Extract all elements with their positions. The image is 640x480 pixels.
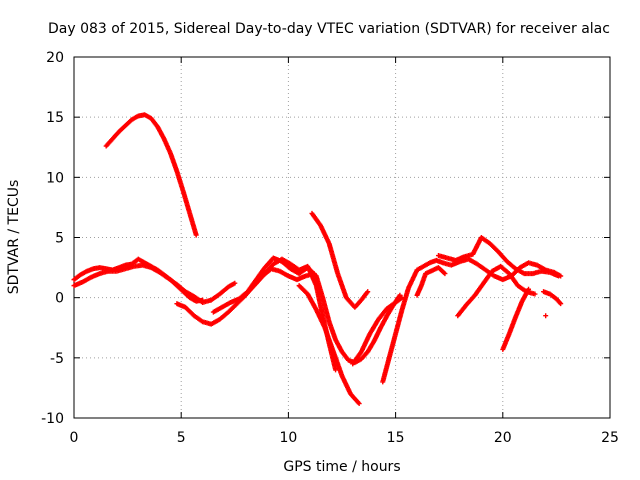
grid <box>74 57 610 418</box>
series-s8 <box>296 283 362 407</box>
x-axis-label: GPS time / hours <box>283 459 400 475</box>
x-tick-label: 10 <box>279 430 297 446</box>
data-point <box>356 401 362 407</box>
y-tick-label: 20 <box>46 50 64 66</box>
data-point <box>556 273 562 279</box>
y-tick-label: 0 <box>55 291 64 307</box>
data-point <box>543 313 549 319</box>
data-point <box>558 301 564 307</box>
series-s16 <box>543 313 549 319</box>
data-point <box>193 232 199 238</box>
series-s13 <box>500 286 532 352</box>
series-s11 <box>435 235 562 279</box>
y-tick-label: -10 <box>41 411 64 427</box>
x-tick-label: 5 <box>177 430 186 446</box>
series-s5 <box>210 255 403 366</box>
series-s3 <box>103 112 199 238</box>
series-s14 <box>541 289 564 307</box>
axis-ticks: 0 5 10 15 20 25 -10 -5 0 5 10 15 20 <box>41 50 619 446</box>
x-tick-label: 25 <box>601 430 619 446</box>
y-axis-label: SDTVAR / TECUs <box>6 180 22 295</box>
series-s9 <box>350 295 405 367</box>
y-tick-label: -5 <box>50 351 64 367</box>
data-point <box>557 300 563 306</box>
x-tick-label: 0 <box>70 430 79 446</box>
data-point <box>232 280 238 286</box>
chart-title: Day 083 of 2015, Sidereal Day-to-day VTE… <box>48 21 610 37</box>
y-tick-label: 10 <box>46 170 64 186</box>
series-s10 <box>380 256 564 385</box>
data-point <box>526 286 532 292</box>
data-point <box>532 291 538 297</box>
series-s7 <box>309 210 371 310</box>
series-s15 <box>414 265 448 298</box>
series-s2 <box>71 262 238 305</box>
data-point <box>365 289 371 295</box>
y-tick-label: 5 <box>55 231 64 247</box>
data-points <box>71 112 564 407</box>
x-tick-label: 15 <box>387 430 405 446</box>
x-tick-label: 20 <box>494 430 512 446</box>
data-point <box>442 271 448 277</box>
y-tick-label: 15 <box>46 110 64 126</box>
